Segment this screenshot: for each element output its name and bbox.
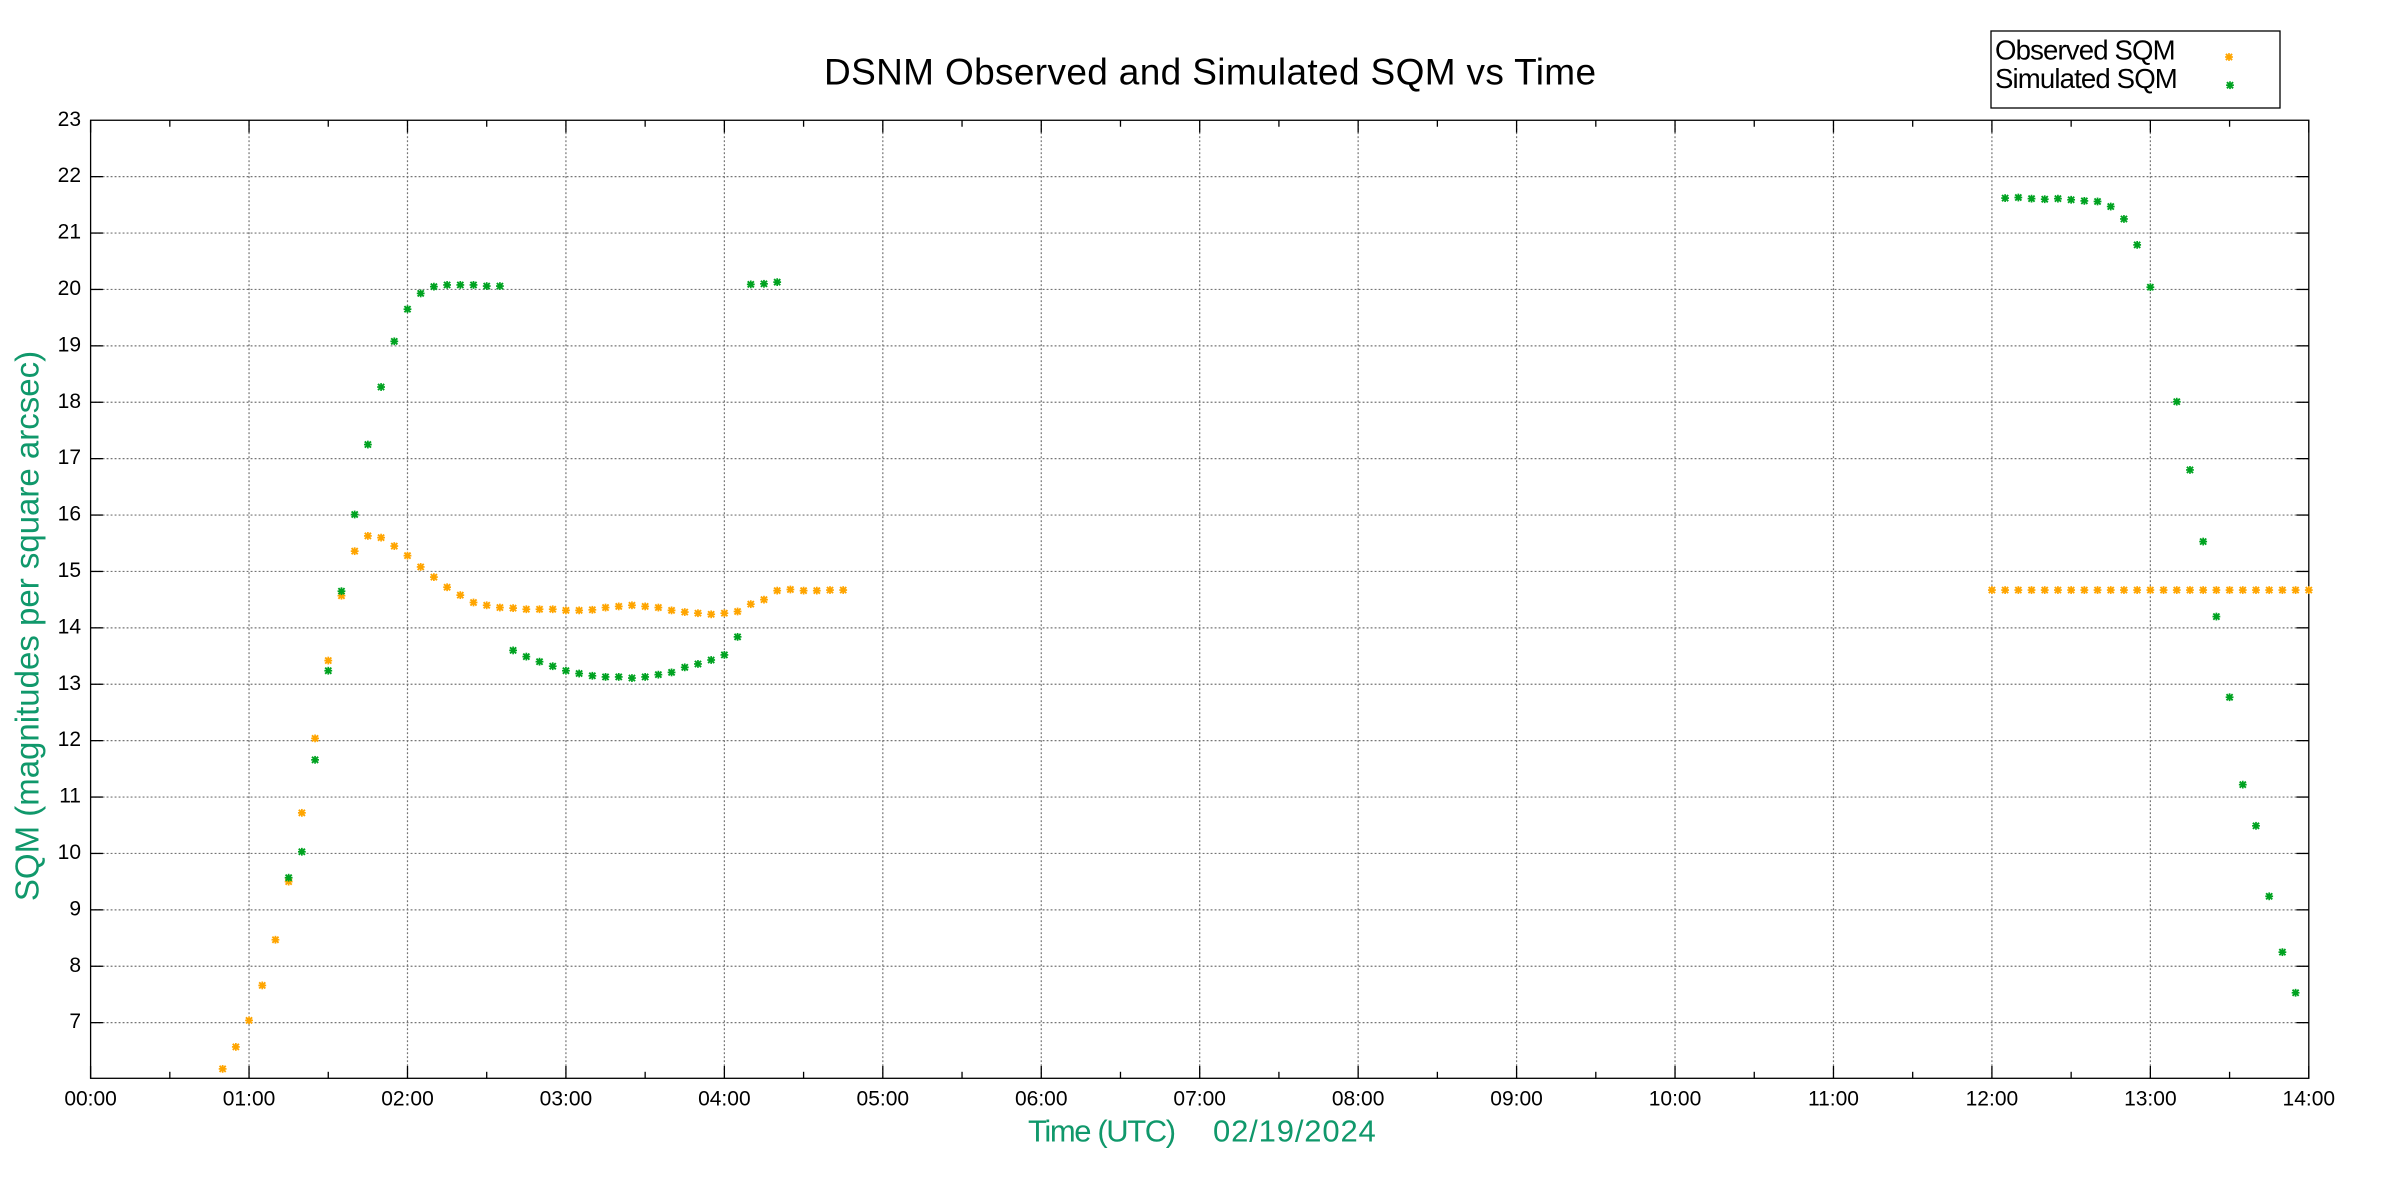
- svg-text:05:00: 05:00: [857, 1088, 910, 1111]
- svg-text:09:00: 09:00: [1490, 1088, 1543, 1111]
- svg-text:10: 10: [58, 841, 81, 864]
- svg-text:20: 20: [58, 277, 81, 300]
- svg-text:11:00: 11:00: [1808, 1088, 1859, 1111]
- svg-text:16: 16: [58, 503, 81, 526]
- svg-text:22: 22: [58, 164, 81, 187]
- svg-text:12: 12: [58, 728, 81, 751]
- svg-text:8: 8: [69, 954, 81, 977]
- svg-text:21: 21: [58, 221, 81, 244]
- svg-text:15: 15: [58, 559, 81, 582]
- svg-text:07:00: 07:00: [1173, 1088, 1226, 1111]
- svg-text:03:00: 03:00: [540, 1088, 593, 1111]
- svg-text:23: 23: [58, 108, 81, 131]
- svg-text:Observed SQM: Observed SQM: [1995, 35, 2175, 66]
- svg-text:01:00: 01:00: [223, 1088, 276, 1111]
- svg-text:02/19/2024: 02/19/2024: [1213, 1114, 1377, 1149]
- svg-text:13:00: 13:00: [2124, 1088, 2177, 1111]
- svg-text:DSNM Observed and Simulated SQ: DSNM Observed and Simulated SQM vs Time: [824, 52, 1596, 93]
- svg-text:SQM (magnitudes per square arc: SQM (magnitudes per square arcsec): [9, 351, 46, 901]
- svg-text:04:00: 04:00: [698, 1088, 751, 1111]
- svg-text:9: 9: [69, 897, 81, 920]
- svg-text:06:00: 06:00: [1015, 1088, 1068, 1111]
- svg-text:14: 14: [58, 615, 82, 638]
- svg-text:13: 13: [58, 672, 81, 695]
- svg-text:17: 17: [58, 446, 81, 469]
- svg-text:11: 11: [59, 785, 81, 808]
- svg-text:Simulated SQM: Simulated SQM: [1995, 63, 2177, 94]
- svg-text:7: 7: [69, 1010, 81, 1033]
- svg-text:19: 19: [58, 333, 81, 356]
- svg-text:Time (UTC): Time (UTC): [1028, 1114, 1175, 1149]
- svg-text:00:00: 00:00: [64, 1088, 117, 1111]
- svg-text:14:00: 14:00: [2283, 1088, 2336, 1111]
- svg-text:02:00: 02:00: [381, 1088, 434, 1111]
- svg-text:18: 18: [58, 390, 81, 413]
- svg-text:10:00: 10:00: [1649, 1088, 1702, 1111]
- svg-text:12:00: 12:00: [1966, 1088, 2019, 1111]
- svg-text:08:00: 08:00: [1332, 1088, 1385, 1111]
